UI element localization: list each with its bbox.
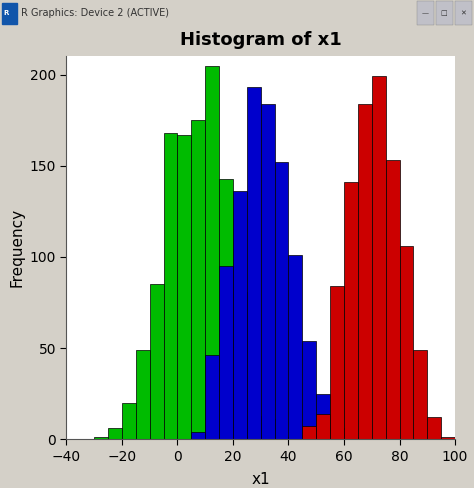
- Bar: [136, 350, 150, 439]
- Bar: [455, 1, 472, 25]
- Bar: [436, 1, 453, 25]
- Bar: [205, 355, 219, 439]
- Bar: [274, 437, 289, 439]
- Bar: [316, 414, 330, 439]
- X-axis label: x1: x1: [251, 472, 270, 487]
- Bar: [441, 437, 455, 439]
- Bar: [219, 179, 233, 439]
- Text: —: —: [422, 10, 428, 17]
- Bar: [261, 419, 274, 439]
- Text: R: R: [4, 10, 9, 17]
- Bar: [164, 133, 177, 439]
- Y-axis label: Frequency: Frequency: [9, 208, 24, 287]
- Bar: [205, 65, 219, 439]
- Text: R Graphics: Device 2 (ACTIVE): R Graphics: Device 2 (ACTIVE): [21, 8, 169, 19]
- Bar: [344, 437, 358, 439]
- Title: Histogram of x1: Histogram of x1: [180, 31, 342, 49]
- Bar: [413, 350, 427, 439]
- Bar: [261, 104, 274, 439]
- Bar: [330, 428, 344, 439]
- Bar: [302, 427, 316, 439]
- Bar: [177, 135, 191, 439]
- Bar: [2, 2, 17, 24]
- Bar: [358, 104, 372, 439]
- Text: □: □: [441, 10, 447, 17]
- Bar: [108, 428, 122, 439]
- Bar: [274, 162, 289, 439]
- Bar: [94, 437, 108, 439]
- Bar: [219, 266, 233, 439]
- Bar: [233, 191, 247, 439]
- Bar: [191, 120, 205, 439]
- Bar: [191, 432, 205, 439]
- Bar: [427, 417, 441, 439]
- Bar: [330, 286, 344, 439]
- Bar: [344, 182, 358, 439]
- Bar: [372, 77, 386, 439]
- Bar: [289, 255, 302, 439]
- Bar: [386, 161, 400, 439]
- Bar: [417, 1, 434, 25]
- Bar: [122, 403, 136, 439]
- Text: ✕: ✕: [460, 10, 466, 17]
- Bar: [247, 415, 261, 439]
- Bar: [233, 291, 247, 439]
- Bar: [247, 87, 261, 439]
- Bar: [302, 341, 316, 439]
- Bar: [316, 394, 330, 439]
- Bar: [150, 285, 164, 439]
- Bar: [400, 246, 413, 439]
